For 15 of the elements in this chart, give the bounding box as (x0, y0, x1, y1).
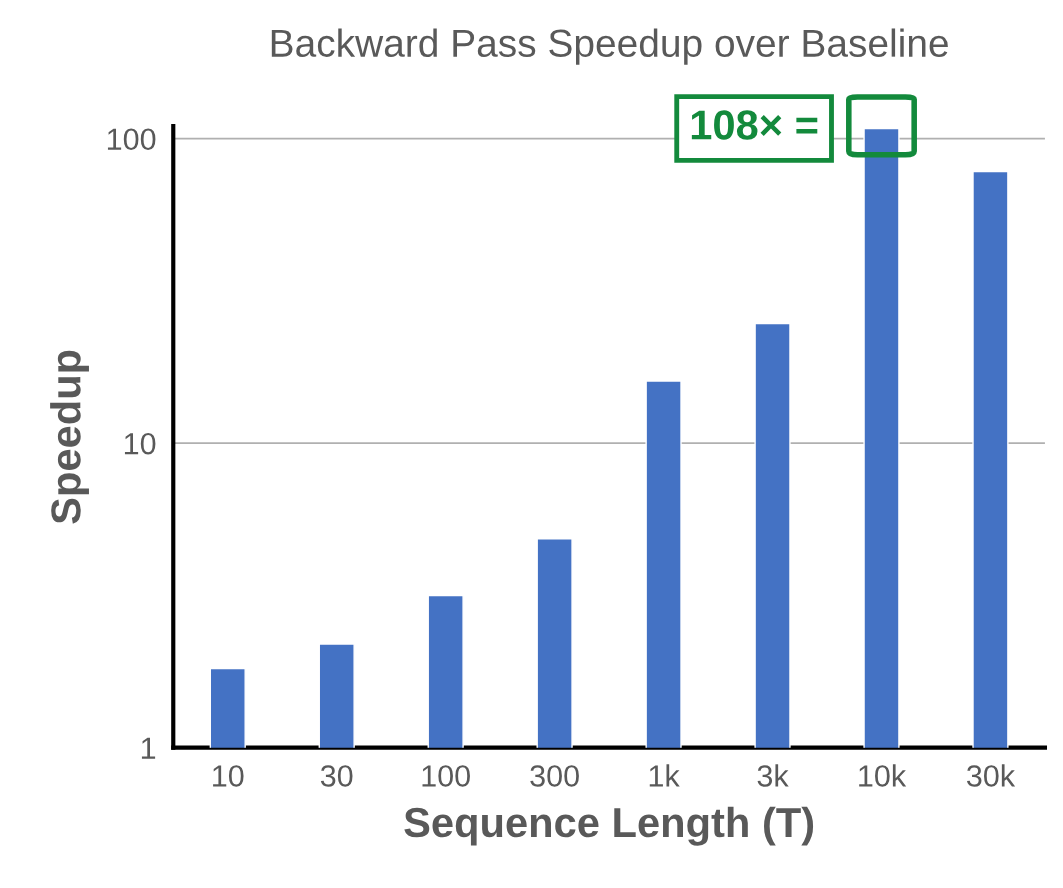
y-tick-label: 10 (124, 432, 156, 455)
x-tick-label: 100 (422, 765, 470, 787)
y-tick-label: 1 (141, 737, 156, 759)
y-tick-label: 100 (107, 128, 156, 151)
annotation: 108× = (691, 110, 818, 140)
chart-title: Backward Pass Speedup over Baseline (271, 28, 948, 65)
x-tick-label: 3k (757, 764, 789, 787)
x-axis-title: Sequence Length (T) (404, 806, 814, 846)
x-tick-label: 10 (213, 765, 244, 787)
x-tick-label: 30 (320, 765, 353, 787)
x-tick-label: 1k (649, 764, 680, 787)
x-tick-label: 300 (530, 765, 579, 787)
y-axis-title: Speedup (50, 350, 89, 524)
x-tick-label: 10k (859, 764, 907, 787)
x-tick-label: 30k (966, 764, 1016, 787)
